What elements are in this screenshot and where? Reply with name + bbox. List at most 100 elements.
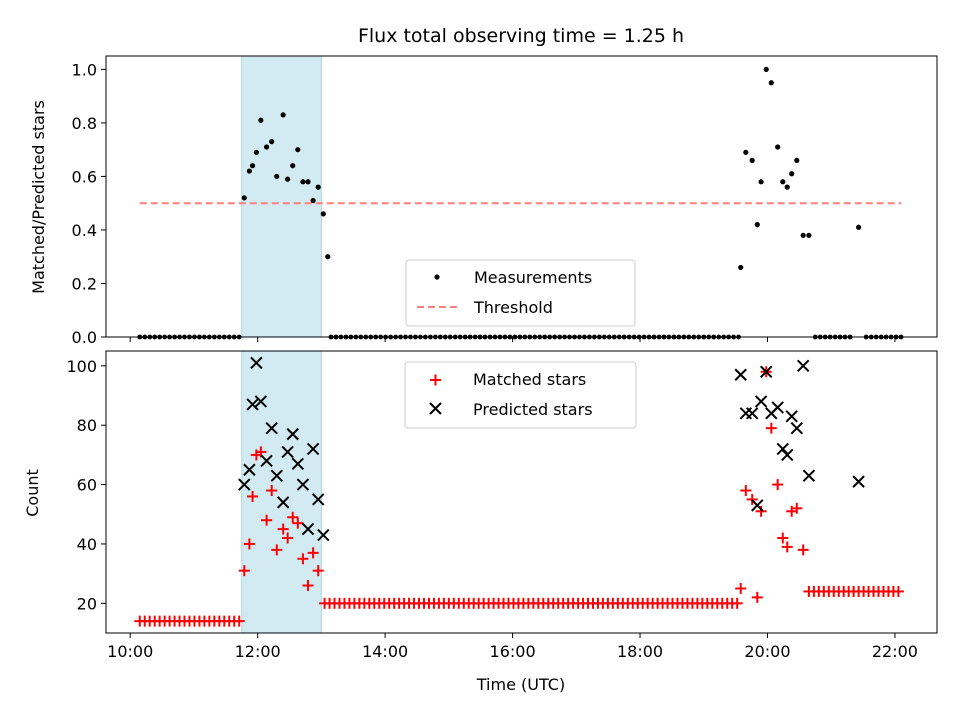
x-tick-label: 20:00 — [744, 642, 790, 661]
matched-star-point — [266, 485, 278, 497]
measurement-point — [743, 149, 749, 155]
measurement-point — [763, 66, 769, 72]
measurement-point — [241, 195, 247, 201]
bottom-y-tick-label: 20 — [77, 594, 97, 613]
matched-star-point — [302, 580, 314, 592]
matched-star-point — [233, 615, 245, 627]
predicted-star-point — [281, 445, 294, 459]
predicted-star-point — [286, 427, 299, 441]
predicted-star-point — [751, 499, 764, 512]
measurement-point — [758, 179, 764, 185]
matched-star-point — [243, 538, 255, 550]
bottom-highlight-span — [241, 350, 322, 634]
matched-star-point — [277, 523, 289, 535]
matched-star-point — [781, 541, 793, 553]
measurement-point — [274, 173, 280, 180]
top-ticks-layer: 0.0 0.2 0.4 0.6 0.8 1.0 — [72, 60, 896, 347]
measurement-point — [784, 184, 790, 190]
matched-star-point — [797, 544, 809, 556]
measurement-point — [253, 149, 259, 155]
matched-star-point — [892, 585, 904, 597]
matched-star-point — [287, 511, 299, 523]
predicted-star-point — [776, 442, 789, 456]
predicted-star-point — [317, 528, 330, 542]
measurement-point — [305, 179, 311, 185]
legend-measurements-marker — [434, 274, 440, 280]
measurement-point — [310, 197, 316, 204]
matched-star-point — [735, 582, 747, 594]
matched-star-point — [755, 505, 767, 517]
measurement-point — [780, 179, 786, 185]
matched-star-point — [307, 547, 319, 559]
measurement-point — [775, 144, 781, 150]
bottom-y-tick-label: 60 — [77, 476, 97, 495]
predicted-star-point — [270, 469, 283, 482]
matched-star-point — [261, 514, 273, 526]
bottom-axes: 10:00 12:00 14:00 16:00 18:00 20:00 22:00 20 40 6… — [23, 350, 938, 694]
predicted-star-point — [243, 463, 256, 476]
top-y-tick-label: 0.0 — [72, 328, 97, 347]
bottom-y-tick-label: 40 — [77, 535, 97, 554]
matched-star-point — [791, 502, 803, 514]
predicted-star-point — [265, 421, 278, 435]
matched-star-point — [777, 532, 789, 544]
measurement-point — [295, 147, 301, 153]
legend-measurements-label: Measurements — [474, 268, 592, 287]
x-tick-label: 12:00 — [235, 642, 281, 661]
top-y-tick-label: 0.8 — [72, 114, 97, 133]
predicted-star-point — [254, 395, 268, 408]
x-tick-label: 16:00 — [490, 642, 536, 661]
measurement-point — [285, 176, 291, 182]
bottom-y-tick-label: 100 — [66, 357, 97, 376]
top-y-tick-label: 1.0 — [72, 60, 97, 79]
matched-star-point — [772, 479, 784, 491]
predicted-star-point — [246, 398, 259, 411]
top-y-axis-label: Matched/Predicted stars — [29, 100, 48, 294]
bottom-y-axis-label: Count — [23, 469, 42, 517]
top-axes: 0.0 0.2 0.4 0.6 0.8 1.0 Matched/Predicted sta… — [29, 55, 938, 347]
measurement-point — [246, 168, 252, 174]
matched-star-point — [238, 565, 250, 577]
measurement-point — [738, 264, 744, 271]
measurement-point — [320, 211, 326, 217]
legend-matched-marker — [430, 374, 441, 386]
bottom-y-tick-label: 80 — [77, 416, 97, 435]
legend-predicted-marker — [429, 402, 442, 415]
x-tick-label: 10:00 — [107, 642, 153, 661]
measurement-point — [800, 232, 806, 238]
measurement-point — [249, 163, 256, 169]
x-tick-label: 22:00 — [872, 642, 918, 661]
measurement-point — [789, 171, 795, 177]
chart-title: Flux total observing time = 1.25 h — [358, 25, 684, 47]
bottom-ticks-layer: 10:00 12:00 14:00 16:00 18:00 20:00 22:00 20 40 6… — [66, 357, 918, 661]
matched-star-point — [247, 490, 259, 502]
predicted-star-point — [785, 410, 798, 423]
measurement-point — [263, 144, 270, 150]
predicted-star-point — [796, 359, 810, 373]
legend-predicted-label: Predicted stars — [473, 400, 593, 419]
measurement-point — [290, 163, 296, 169]
matched-star-point — [731, 597, 743, 609]
predicted-star-point — [276, 496, 290, 509]
top-y-tick-label: 0.4 — [72, 221, 97, 240]
measurement-point — [856, 224, 862, 230]
predicted-star-point — [250, 356, 263, 370]
bottom-axes-frame — [105, 350, 938, 634]
top-y-tick-label: 0.2 — [72, 274, 97, 293]
predicted-star-point — [781, 448, 794, 462]
x-axis-label: Time (UTC) — [476, 675, 565, 694]
predicted-star-point — [790, 421, 804, 435]
predicted-star-point — [260, 454, 273, 468]
matched-star-point — [746, 493, 758, 505]
predicted-star-point — [296, 478, 310, 491]
matched-star-point — [282, 532, 294, 544]
bottom-highlight-layer — [241, 350, 322, 634]
top-legend-box — [405, 259, 636, 327]
predicted-star-point — [312, 493, 325, 506]
top-highlight-layer — [241, 55, 322, 338]
bottom-legend: Matched stars Predicted stars — [404, 361, 637, 429]
top-axes-frame — [105, 55, 938, 338]
measurement-point — [754, 222, 760, 228]
